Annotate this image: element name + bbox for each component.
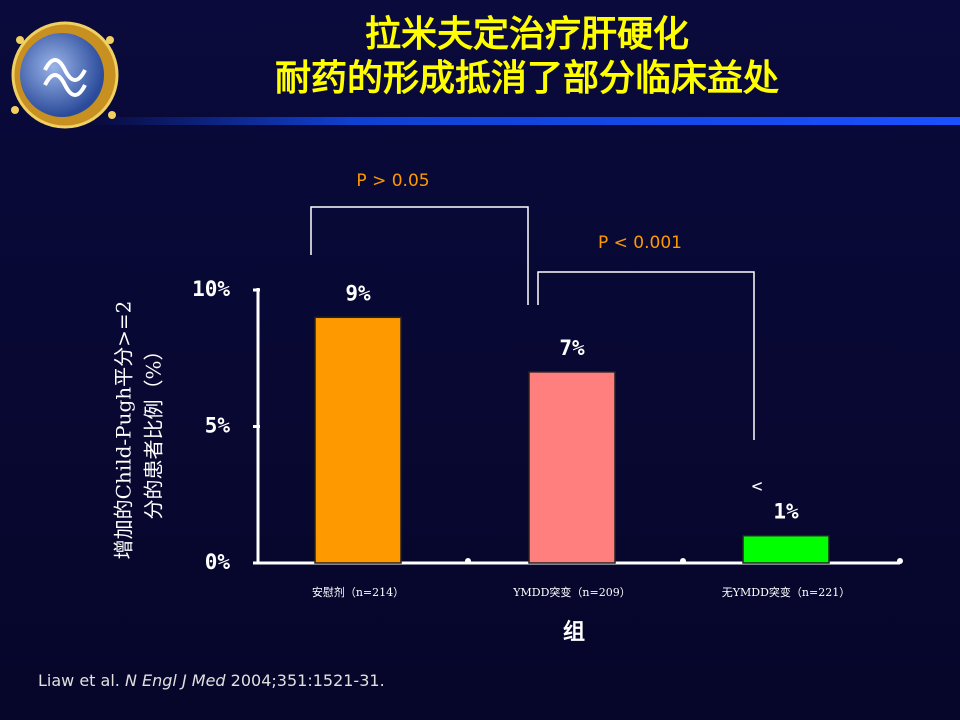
x-tick-label: YMDD突变（n=209） [512, 585, 630, 599]
citation-details: 2004;351:1521-31. [231, 671, 385, 690]
bar [528, 371, 616, 564]
value-label: 7% [559, 336, 585, 360]
bar [314, 316, 402, 564]
citation-authors: Liaw et al. [38, 671, 120, 690]
value-label: 1% [773, 500, 799, 524]
annotation: P > 0.05 [356, 171, 429, 191]
x-axis-label: 组 [563, 619, 585, 645]
annotation: < [752, 476, 763, 497]
x-tick-label: 无YMDD突变（n=221） [722, 585, 850, 599]
chart-subtitle: 耐药的形成抵消了部分临床益处 [275, 58, 779, 99]
citation: Liaw et al. N Engl J Med 2004;351:1521-3… [38, 671, 385, 690]
y-tick-label: 5% [205, 414, 231, 438]
bar [742, 534, 830, 564]
y-axis-label-line: 分的患者比例（%） [142, 340, 166, 519]
y-tick-label: 0% [205, 550, 231, 574]
header-rule [90, 117, 960, 125]
x-tick-label: 安慰剂（n=214） [312, 585, 404, 599]
y-axis-label: 增加的Child-Pugh平分>=2 分的患者比例（%） [112, 301, 166, 560]
significance-brackets [310, 206, 755, 440]
axis-dots [465, 558, 903, 564]
y-tick-label: 10% [192, 277, 230, 301]
virus-icon [11, 21, 119, 129]
annotation: P < 0.001 [598, 233, 682, 253]
value-label: 9% [345, 281, 371, 305]
y-axis-label-line: 增加的Child-Pugh平分>=2 [112, 301, 136, 560]
citation-journal: N Engl J Med [125, 671, 226, 690]
chart-title: 拉米夫定治疗肝硬化 [365, 14, 689, 55]
